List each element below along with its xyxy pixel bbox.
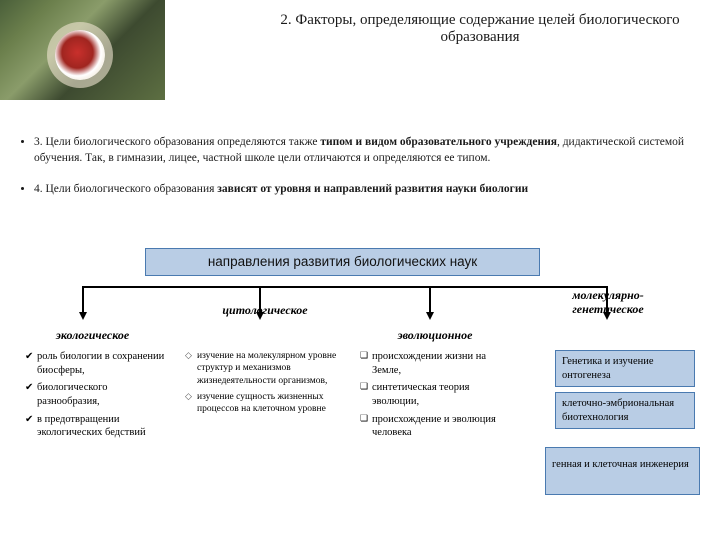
evo-item-1: происхождении жизни на Земле, bbox=[360, 350, 515, 377]
gen-title: молекулярно-генетическое bbox=[572, 288, 644, 316]
directions-box: направления развития биологических наук bbox=[145, 248, 540, 276]
b4-pre: 4. Цели биологического образования bbox=[34, 183, 217, 195]
bullet-4: 4. Цели биологического образования завис… bbox=[34, 182, 702, 198]
b4-bold: зависят от уровня и направлений развития… bbox=[217, 183, 528, 195]
connector-horizontal bbox=[83, 286, 608, 288]
evo-item-3: происхождение и эволюция человека bbox=[360, 413, 515, 440]
cyto-item-2: изучение сущность жизненных процессов на… bbox=[185, 391, 340, 416]
gen-box-2: клеточно-эмбриональная биотехнология bbox=[555, 392, 695, 429]
b3-pre: 3. Цели биологического образования опред… bbox=[34, 136, 320, 148]
connector-v-3 bbox=[429, 286, 431, 312]
eco-item-2: биологического разнообразия, bbox=[25, 381, 170, 408]
arrow-1 bbox=[79, 312, 87, 320]
gen-box-1: Генетика и изучение онтогенеза bbox=[555, 350, 695, 387]
header-image bbox=[0, 0, 165, 100]
col-body-cyto: изучение на молекулярном уровне структур… bbox=[185, 350, 340, 420]
col-title-gen: молекулярно-генетическое bbox=[558, 288, 658, 317]
cyto-item-1: изучение на молекулярном уровне структур… bbox=[185, 350, 340, 387]
arrow-3 bbox=[426, 312, 434, 320]
col-body-evo: происхождении жизни на Земле, синтетичес… bbox=[360, 350, 515, 444]
evo-item-2: синтетическая теория эволюции, bbox=[360, 381, 515, 408]
bullet-3: 3. Цели биологического образования опред… bbox=[34, 135, 702, 166]
col-title-evo: эволюционное bbox=[375, 328, 495, 343]
connector-v-1 bbox=[82, 286, 84, 312]
col-body-eco: роль биологии в сохранении биосферы, био… bbox=[25, 350, 170, 444]
gen-box-3: генная и клеточная инженерия bbox=[545, 447, 700, 495]
page-title: 2. Факторы, определяющие содержание целе… bbox=[255, 12, 705, 46]
eco-item-3: в предотвращении экологических бедствий bbox=[25, 413, 170, 440]
b3-bold: типом и видом образовательного учреждени… bbox=[320, 136, 557, 148]
bullet-list: 3. Цели биологического образования опред… bbox=[22, 135, 702, 214]
col-title-eco: экологическое bbox=[35, 328, 150, 343]
eco-item-1: роль биологии в сохранении биосферы, bbox=[25, 350, 170, 377]
col-title-cyto: цитологическое bbox=[200, 303, 330, 318]
